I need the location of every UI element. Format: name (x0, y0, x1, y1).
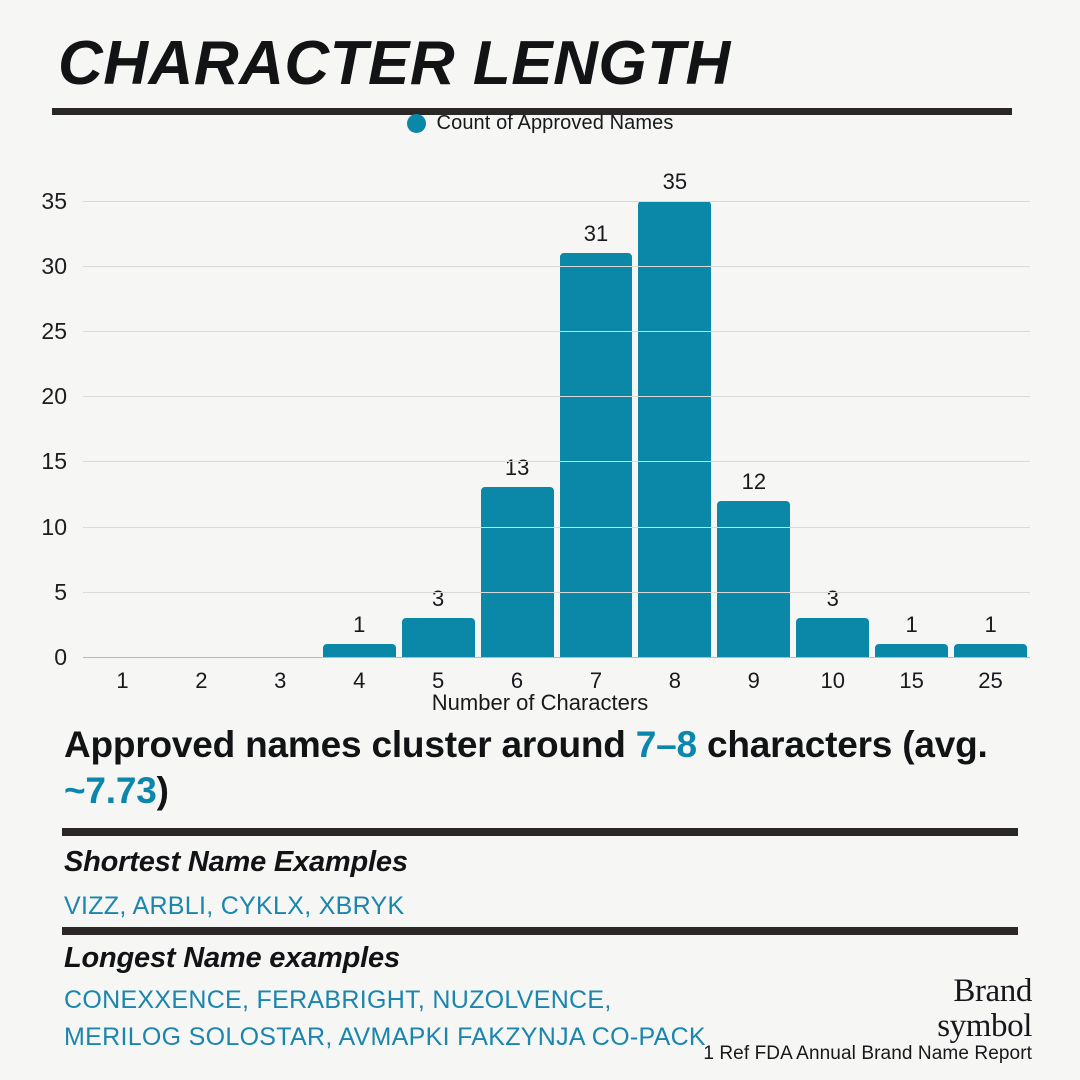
bar-value-label: 1 (905, 611, 918, 637)
gridline (83, 396, 1030, 398)
page-title: CHARACTER LENGTH (58, 29, 731, 98)
y-axis-tick-label: 20 (41, 383, 67, 410)
y-axis-tick-label: 15 (41, 448, 67, 475)
bar-value-label: 31 (583, 220, 609, 246)
x-axis-tick-label: 2 (195, 668, 208, 693)
logo-line-brand: Brand (953, 973, 1032, 1009)
bar-value-label: 3 (432, 585, 445, 611)
shortest-names-examples: VIZZ, ARBLI, CYKLX, XBRYK (64, 892, 405, 920)
bar[interactable] (559, 252, 633, 657)
bar-slot[interactable]: 13 (480, 181, 554, 657)
x-axis-title: Number of Characters (431, 690, 649, 715)
chart-legend: Count of Approved Names (0, 112, 1080, 135)
bar-slot[interactable]: 1 (954, 181, 1028, 657)
bar[interactable] (717, 500, 791, 657)
bar-slot[interactable] (165, 181, 238, 657)
gridline (83, 461, 1030, 463)
x-axis-tick-label: 1 (116, 668, 129, 693)
bar-slot[interactable]: 1 (322, 181, 396, 657)
longest-names-examples: CONEXXENCE, FERABRIGHT, NUZOLVENCE, MERI… (64, 982, 706, 1056)
bar-slot[interactable] (244, 181, 317, 657)
y-axis-tick-label: 0 (54, 644, 67, 670)
bar-value-label: 1 (984, 611, 997, 637)
longest-names-line-2: MERILOG SOLOSTAR, AVMAPKI FAKZYNJA CO-PA… (64, 1023, 706, 1051)
bar-value-label: 35 (662, 168, 688, 194)
x-axis-tick-label: 5 (432, 668, 445, 693)
x-axis-tick-label: 10 (820, 668, 845, 693)
gridline (83, 591, 1030, 593)
bar[interactable] (638, 200, 712, 657)
x-axis-tick-label: 4 (353, 668, 366, 693)
bar[interactable] (480, 487, 554, 657)
bar-slot[interactable]: 35 (638, 169, 712, 657)
gridline (83, 200, 1030, 202)
x-axis-tick-label: 9 (747, 668, 760, 693)
bar-slot[interactable]: 3 (796, 181, 870, 657)
shortest-section-divider (62, 828, 1018, 836)
bar-value-label: 1 (353, 611, 366, 637)
insight-statement: Approved names cluster around 7–8 charac… (64, 722, 1024, 814)
brand-logo: Brand symbol (937, 973, 1032, 1045)
x-axis-tick-label: 15 (899, 668, 924, 693)
y-axis-tick-label: 5 (54, 578, 67, 605)
gridline (83, 330, 1030, 332)
bar-value-label: 3 (826, 585, 839, 611)
insight-highlight-range: 7–8 (635, 724, 697, 765)
longest-names-line-1: CONEXXENCE, FERABRIGHT, NUZOLVENCE, (64, 986, 612, 1014)
source-footnote: 1 Ref FDA Annual Brand Name Report (703, 1043, 1032, 1064)
insight-part-3: ) (156, 770, 169, 811)
gridline (83, 526, 1030, 528)
bar[interactable] (796, 617, 870, 657)
bar-value-label: 13 (504, 455, 530, 481)
insight-part-2: characters (avg. (696, 724, 988, 765)
gridline (83, 657, 1030, 658)
bar-slot[interactable]: 3 (401, 181, 475, 657)
bar[interactable] (322, 643, 396, 657)
x-axis-tick-label: 3 (274, 668, 287, 693)
bar-slot[interactable]: 31 (559, 181, 633, 657)
bar-value-label: 12 (741, 468, 767, 494)
shortest-names-heading: Shortest Name Examples (64, 846, 408, 878)
bar[interactable] (875, 643, 949, 657)
y-axis-tick-label: 25 (41, 317, 67, 344)
bar-slot[interactable]: 12 (717, 181, 791, 657)
bar[interactable] (401, 617, 475, 657)
x-axis-tick-label: 7 (589, 668, 603, 693)
y-axis-tick-label: 30 (41, 252, 67, 279)
insight-part-1: Approved names cluster around (64, 724, 636, 765)
bar[interactable] (954, 643, 1028, 657)
x-axis-tick-label: 6 (510, 668, 524, 693)
longest-section-divider (62, 927, 1018, 935)
plot-area: 1 3 13 31 35 12 3 1 1 (83, 169, 1030, 658)
title-divider (52, 108, 1012, 115)
longest-names-heading: Longest Name examples (64, 942, 400, 974)
bar-slot[interactable]: 1 (875, 181, 949, 657)
x-axis-tick-label: 8 (668, 668, 681, 693)
insight-highlight-average: ~7.73 (64, 770, 157, 811)
x-axis-tick-label: 25 (978, 668, 1003, 693)
legend-label: Count of Approved Names (436, 112, 674, 134)
logo-line-symbol: symbol (937, 1008, 1032, 1044)
bar-slot[interactable] (86, 181, 159, 657)
gridline (83, 265, 1030, 267)
bar-series: 1 3 13 31 35 12 3 1 1 (83, 169, 1030, 657)
y-axis-tick-label: 35 (41, 187, 67, 214)
circle-marker-icon (406, 114, 426, 133)
y-axis-tick-label: 10 (41, 513, 67, 540)
